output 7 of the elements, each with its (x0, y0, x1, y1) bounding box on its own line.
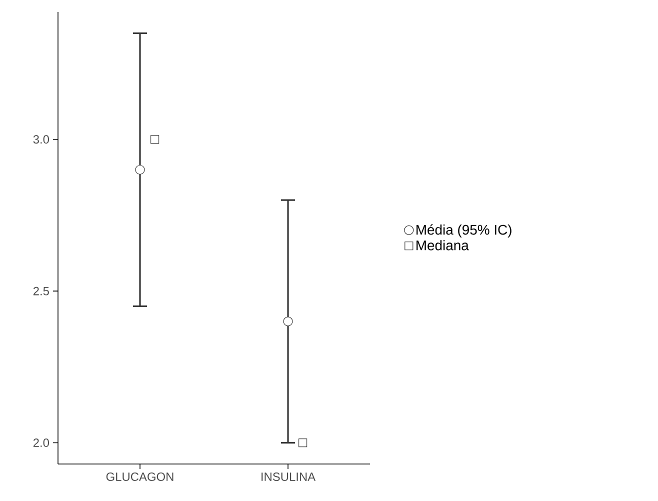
legend-label: Mediana (416, 240, 469, 250)
y-tick-label: 2.5 (33, 286, 49, 296)
x-tick-label: GLUCAGON (106, 472, 174, 481)
y-tick-label: 3.0 (33, 135, 50, 144)
y-tick-label: 2.0 (33, 438, 50, 447)
x-tick-label: INSULINA (262, 472, 316, 481)
legend-label: Média (95% IC) (416, 224, 512, 238)
